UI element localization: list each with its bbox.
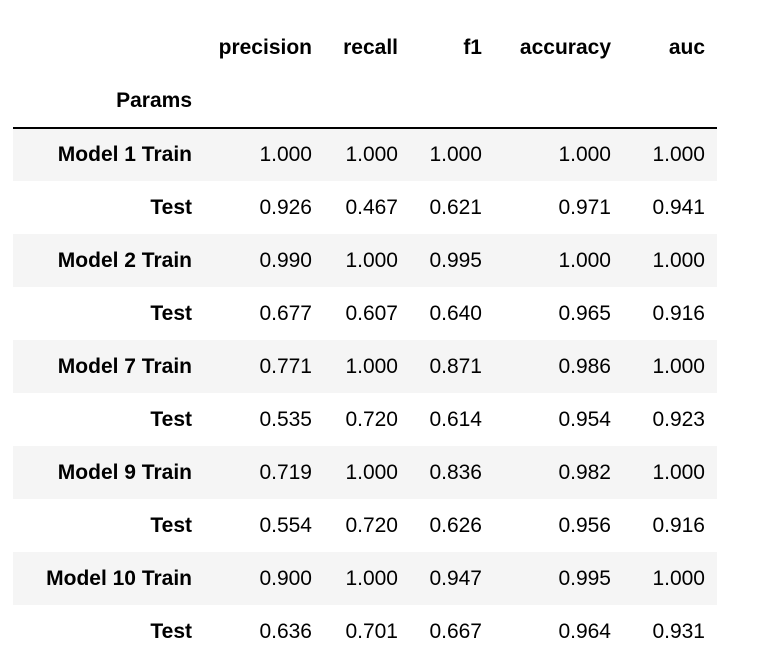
cell-auc: 0.923 xyxy=(652,407,705,431)
cell-precision: 0.926 xyxy=(259,195,312,219)
cell-auc: 1.000 xyxy=(652,354,705,378)
cell-auc: 0.931 xyxy=(652,619,705,643)
table-header: precision recall f1 accuracy auc Params xyxy=(13,22,717,128)
cell-accuracy: 0.982 xyxy=(558,460,611,484)
cell-accuracy: 1.000 xyxy=(558,143,611,166)
corner-blank-cell xyxy=(13,22,204,74)
row-label: Test xyxy=(150,513,192,537)
cell-accuracy: 0.964 xyxy=(558,619,611,643)
table-row: Test 0.677 0.607 0.640 0.965 0.916 xyxy=(13,287,717,340)
cell-auc: 1.000 xyxy=(652,143,705,166)
row-label: Model 1 Train xyxy=(57,143,192,166)
cell-f1: 0.614 xyxy=(429,407,482,431)
cell-accuracy: 0.954 xyxy=(558,407,611,431)
index-row-blank-cell xyxy=(494,74,623,128)
cell-recall: 1.000 xyxy=(345,566,398,590)
cell-accuracy: 0.956 xyxy=(558,513,611,537)
row-label: Test xyxy=(150,407,192,431)
cell-f1: 0.995 xyxy=(429,248,482,272)
table-body: Model 1 Train 1.000 1.000 1.000 1.000 1.000 Te… xyxy=(13,128,717,658)
table-row: Model 9 Train 0.719 1.000 0.836 0.982 1.000 xyxy=(13,446,717,499)
column-header-row: precision recall f1 accuracy auc xyxy=(13,22,717,74)
row-label: Model 7 Train xyxy=(57,354,192,378)
index-name-row: Params xyxy=(13,74,717,128)
index-row-blank-cell xyxy=(204,74,324,128)
cell-f1: 0.621 xyxy=(429,195,482,219)
row-label: Model 9 Train xyxy=(57,460,192,484)
cell-precision: 0.990 xyxy=(259,248,312,272)
cell-auc: 0.916 xyxy=(652,513,705,537)
index-row-blank-cell xyxy=(410,74,494,128)
column-header-precision: precision xyxy=(218,36,312,59)
cell-recall: 0.720 xyxy=(345,407,398,431)
cell-auc: 1.000 xyxy=(652,460,705,484)
row-label: Model 10 Train xyxy=(46,566,192,590)
cell-f1: 1.000 xyxy=(429,143,482,166)
cell-precision: 0.900 xyxy=(259,566,312,590)
metrics-table: precision recall f1 accuracy auc Params … xyxy=(13,22,717,658)
table-row: Model 10 Train 0.900 1.000 0.947 0.995 1.000 xyxy=(13,552,717,605)
index-name-header: Params xyxy=(116,88,192,112)
cell-auc: 1.000 xyxy=(652,248,705,272)
cell-recall: 0.720 xyxy=(345,513,398,537)
cell-f1: 0.667 xyxy=(429,619,482,643)
table-row: Test 0.554 0.720 0.626 0.956 0.916 xyxy=(13,499,717,552)
cell-precision: 0.535 xyxy=(259,407,312,431)
cell-accuracy: 0.986 xyxy=(558,354,611,378)
metrics-table-container: precision recall f1 accuracy auc Params … xyxy=(13,22,717,658)
cell-recall: 1.000 xyxy=(345,460,398,484)
cell-f1: 0.947 xyxy=(429,566,482,590)
column-header-auc: auc xyxy=(668,36,705,59)
row-label: Test xyxy=(150,195,192,219)
row-label: Test xyxy=(150,301,192,325)
row-label: Model 2 Train xyxy=(57,248,192,272)
cell-recall: 0.467 xyxy=(345,195,398,219)
cell-precision: 0.554 xyxy=(259,513,312,537)
cell-f1: 0.836 xyxy=(429,460,482,484)
index-row-blank-cell xyxy=(324,74,410,128)
table-row: Model 2 Train 0.990 1.000 0.995 1.000 1.000 xyxy=(13,234,717,287)
row-label: Test xyxy=(150,619,192,643)
cell-recall: 1.000 xyxy=(345,248,398,272)
cell-precision: 1.000 xyxy=(259,143,312,166)
table-row: Model 7 Train 0.771 1.000 0.871 0.986 1.000 xyxy=(13,340,717,393)
column-header-f1: f1 xyxy=(463,36,482,59)
cell-auc: 0.941 xyxy=(652,195,705,219)
cell-f1: 0.640 xyxy=(429,301,482,325)
table-row: Test 0.926 0.467 0.621 0.971 0.941 xyxy=(13,181,717,234)
cell-accuracy: 0.965 xyxy=(558,301,611,325)
column-header-recall: recall xyxy=(343,36,398,59)
cell-recall: 0.607 xyxy=(345,301,398,325)
cell-accuracy: 0.995 xyxy=(558,566,611,590)
cell-accuracy: 0.971 xyxy=(558,195,611,219)
index-row-blank-cell xyxy=(623,74,717,128)
cell-precision: 0.636 xyxy=(259,619,312,643)
table-row: Model 1 Train 1.000 1.000 1.000 1.000 1.000 xyxy=(13,128,717,181)
cell-recall: 0.701 xyxy=(345,619,398,643)
cell-f1: 0.626 xyxy=(429,513,482,537)
cell-recall: 1.000 xyxy=(345,354,398,378)
cell-precision: 0.677 xyxy=(259,301,312,325)
cell-auc: 0.916 xyxy=(652,301,705,325)
cell-precision: 0.719 xyxy=(259,460,312,484)
cell-auc: 1.000 xyxy=(652,566,705,590)
cell-precision: 0.771 xyxy=(259,354,312,378)
cell-recall: 1.000 xyxy=(345,143,398,166)
cell-f1: 0.871 xyxy=(429,354,482,378)
column-header-accuracy: accuracy xyxy=(519,36,611,59)
table-row: Test 0.535 0.720 0.614 0.954 0.923 xyxy=(13,393,717,446)
cell-accuracy: 1.000 xyxy=(558,248,611,272)
table-row: Test 0.636 0.701 0.667 0.964 0.931 xyxy=(13,605,717,658)
